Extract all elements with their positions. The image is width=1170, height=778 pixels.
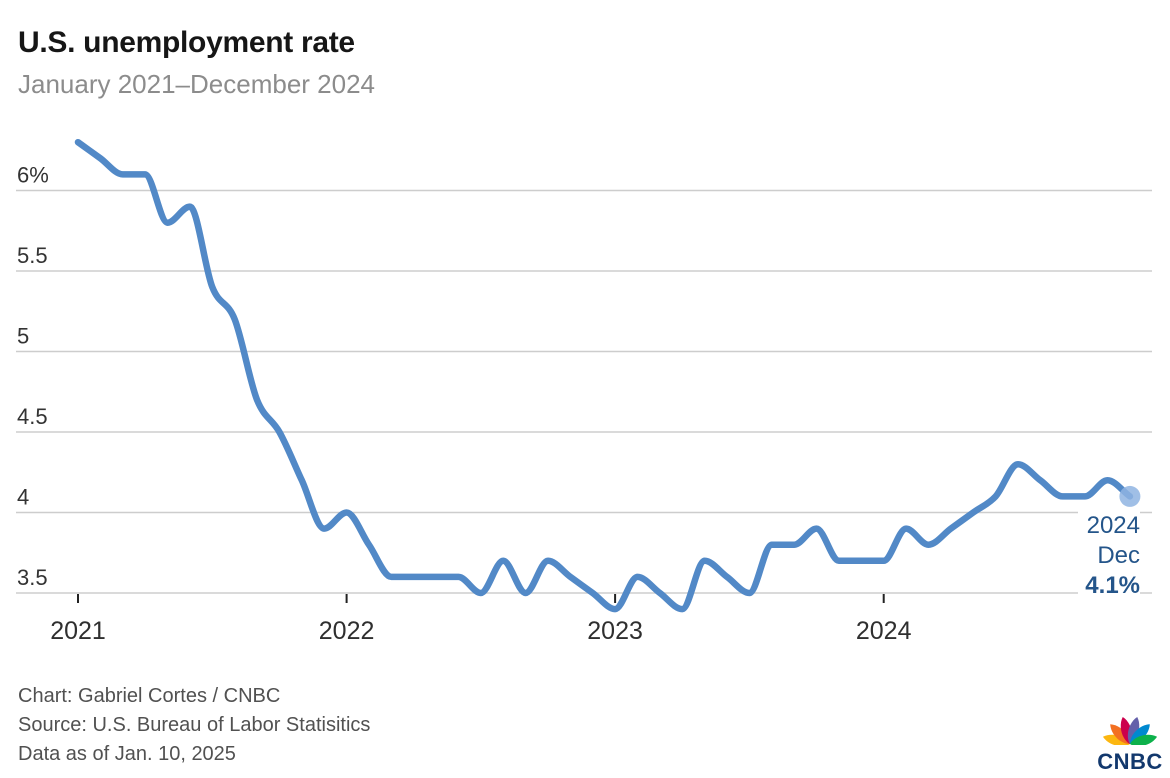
endpoint-value: 4.1% [1085,572,1140,599]
credit-line: Chart: Gabriel Cortes / CNBC [18,685,281,707]
endpoint-year: 2024 [1086,512,1140,539]
source-line: Source: U.S. Bureau of Labor Statisitics [18,714,371,736]
cnbc-logo: CNBC [1093,701,1167,775]
y-tick-label: 3.5 [17,565,48,590]
y-tick-label: 4.5 [17,404,48,429]
chart-subtitle: January 2021–December 2024 [18,69,376,99]
endpoint-dot [1119,485,1141,507]
chart-title: U.S. unemployment rate [18,26,355,59]
unemployment-line-chart: 6% 5.5 5 4.5 4 3.5 2021 2022 2023 2024 [16,138,1152,645]
nbc-peacock-icon [1102,716,1158,747]
y-tick-label: 4 [17,485,29,510]
chart-footer: Chart: Gabriel Cortes / CNBC Source: U.S… [18,682,370,769]
y-tick-label: 5.5 [17,243,48,268]
x-tick-label: 2022 [319,617,375,645]
x-tick-label: 2024 [856,617,912,645]
x-tick-label: 2023 [587,617,643,645]
y-tick-label: 6% [17,163,49,188]
endpoint-month: Dec [1097,542,1140,569]
asof-line: Data as of Jan. 10, 2025 [18,743,236,765]
x-tick-label: 2021 [50,617,106,645]
endpoint-annotation: 2024 Dec 4.1% [1078,511,1140,601]
y-tick-label: 5 [17,324,29,349]
unemployment-rate-line [74,138,1134,613]
cnbc-logo-text: CNBC [1097,749,1163,774]
peacock-feather [1130,734,1158,747]
